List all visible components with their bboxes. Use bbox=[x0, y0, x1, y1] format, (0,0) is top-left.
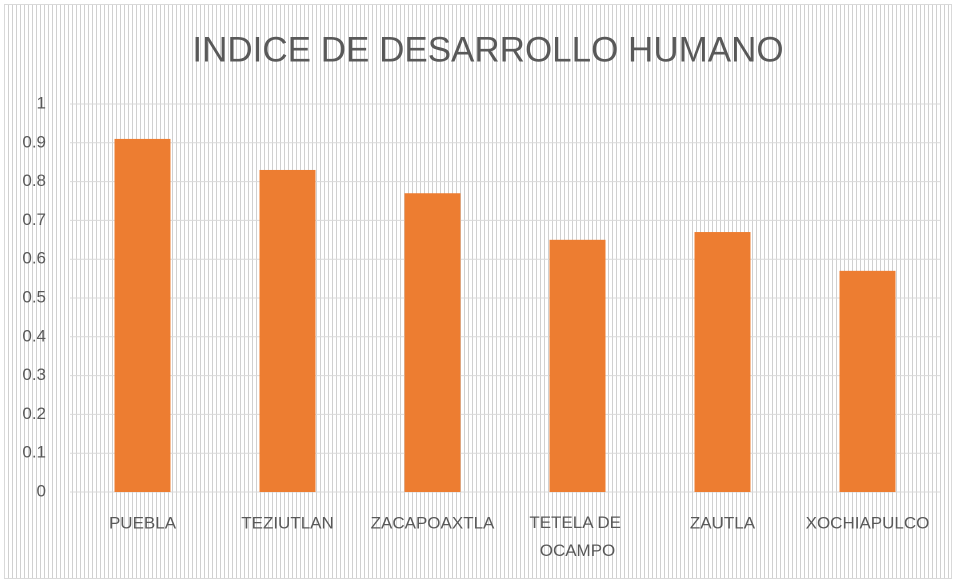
bar bbox=[694, 232, 751, 493]
x-tick-label: XOCHIAPULCO bbox=[806, 513, 930, 532]
y-tick-label: 0.4 bbox=[22, 326, 46, 345]
y-tick-label: 0 bbox=[37, 481, 46, 500]
y-tick-label: 0.9 bbox=[22, 132, 46, 151]
y-tick-label: 0.1 bbox=[22, 443, 46, 462]
y-tick-label: 1 bbox=[37, 93, 46, 112]
y-tick-label: 0.3 bbox=[22, 365, 46, 384]
bar bbox=[259, 169, 316, 492]
y-tick-label: 0.5 bbox=[22, 287, 46, 306]
bar bbox=[549, 239, 606, 492]
bar bbox=[404, 193, 461, 493]
y-tick-label: 0.7 bbox=[22, 210, 46, 229]
y-tick-label: 0.6 bbox=[22, 249, 46, 268]
y-tick-label: 0.2 bbox=[22, 404, 46, 423]
x-tick-label: TETELA DE OCAMPO bbox=[529, 513, 625, 560]
x-tick-label: ZAUTLA bbox=[690, 513, 756, 532]
chart-title: INDICE DE DESARROLLO HUMANO bbox=[192, 30, 783, 69]
bar bbox=[839, 270, 896, 492]
bar bbox=[114, 138, 171, 493]
x-tick-label: ZACAPOAXTLA bbox=[371, 513, 495, 532]
x-tick-label: TEZIUTLAN bbox=[241, 513, 334, 532]
y-tick-label: 0.8 bbox=[22, 171, 46, 190]
x-tick-label: PUEBLA bbox=[109, 513, 177, 532]
